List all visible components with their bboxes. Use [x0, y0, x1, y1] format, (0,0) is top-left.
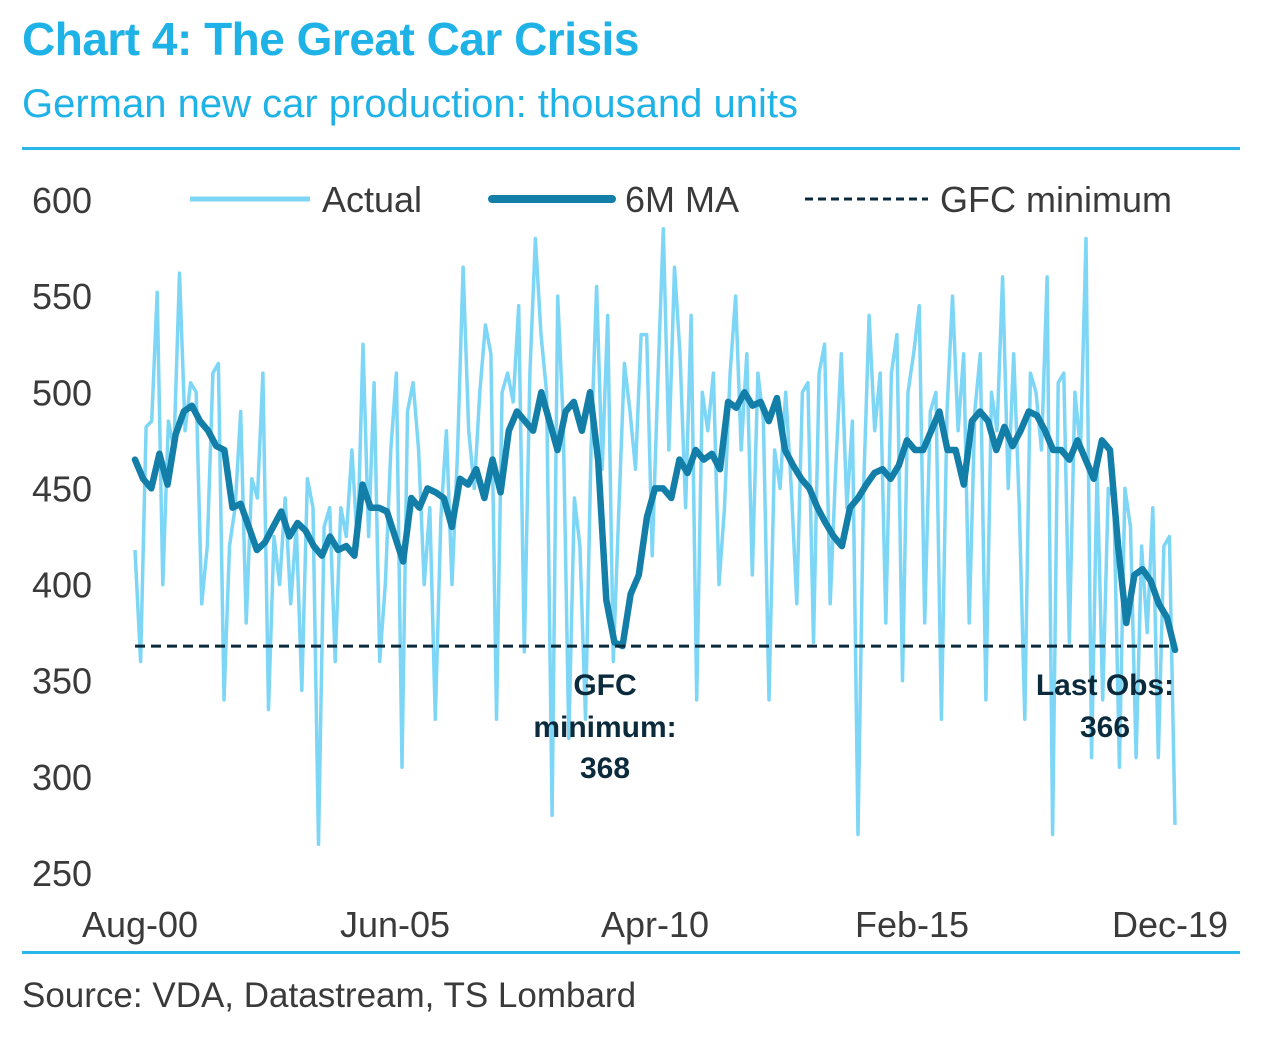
- line-chart: 600 550 500 450 400 350 300 250 Aug-00 Jun-05 Apr…: [32, 179, 1228, 945]
- y-axis: 600 550 500 450 400 350 300 250: [32, 180, 92, 894]
- legend-label-actual: Actual: [322, 179, 422, 220]
- y-tick-label: 500: [32, 372, 92, 413]
- x-tick-label: Aug-00: [82, 904, 198, 945]
- annotation-gfc-minimum-text: GFC: [573, 669, 636, 702]
- x-axis: Aug-00 Jun-05 Apr-10 Feb-15 Dec-19: [82, 904, 1228, 945]
- annotation-last-obs-text: 366: [1080, 711, 1130, 744]
- legend-label-gfc-minimum: GFC minimum: [940, 179, 1172, 220]
- series-actual-line: [133, 227, 1177, 846]
- annotation-gfc-minimum-text: minimum:: [533, 711, 676, 744]
- annotation-last-obs-text: Last Obs:: [1036, 669, 1174, 702]
- source-note: Source: VDA, Datastream, TS Lombard: [22, 976, 637, 1015]
- y-tick-label: 550: [32, 276, 92, 317]
- series-layer: [131, 227, 1179, 846]
- chart-subtitle: German new car production: thousand unit…: [22, 82, 798, 126]
- top-divider: [22, 147, 1240, 150]
- y-tick-label: 600: [32, 180, 92, 221]
- y-tick-label: 250: [32, 853, 92, 894]
- y-tick-label: 450: [32, 468, 92, 509]
- annotation-gfc-minimum-text: 368: [580, 752, 630, 785]
- x-tick-label: Feb-15: [855, 904, 969, 945]
- y-tick-label: 350: [32, 661, 92, 702]
- legend: Actual 6M MA GFC minimum: [190, 179, 1172, 220]
- series-6m-ma-line: [131, 389, 1179, 654]
- legend-label-6m-ma: 6M MA: [625, 179, 739, 220]
- annotations: GFC minimum: 368 Last Obs: 366: [533, 669, 1174, 785]
- y-tick-label: 400: [32, 565, 92, 606]
- x-tick-label: Dec-19: [1112, 904, 1228, 945]
- x-tick-label: Apr-10: [601, 904, 709, 945]
- y-tick-label: 300: [32, 757, 92, 798]
- x-tick-label: Jun-05: [340, 904, 450, 945]
- chart-title: Chart 4: The Great Car Crisis: [22, 13, 639, 65]
- bottom-divider: [22, 951, 1240, 954]
